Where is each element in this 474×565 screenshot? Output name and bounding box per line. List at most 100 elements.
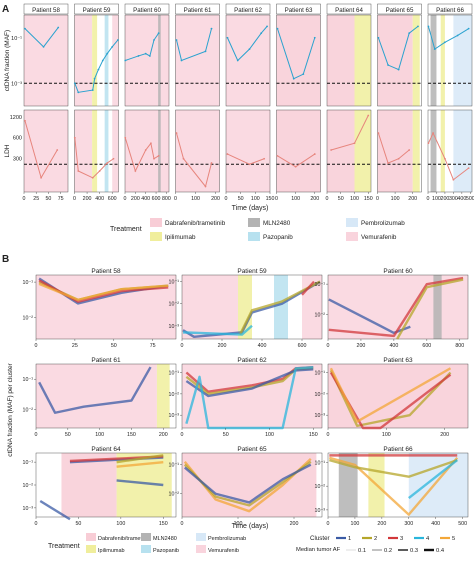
treatment-band [338, 453, 358, 517]
x-tick-label: 100 [382, 432, 391, 438]
treatment-band [433, 275, 442, 339]
ldh-point [112, 157, 115, 160]
treatment-band [354, 110, 371, 192]
panel-frame [225, 109, 271, 193]
ctdna-point [292, 77, 295, 80]
y-tick-label: 10⁻² [23, 483, 34, 489]
ctdna-point [137, 55, 140, 57]
strip-a [74, 3, 119, 15]
cluster-line [39, 499, 71, 521]
ldh-series [377, 132, 410, 164]
y-tick-label: 10⁻² [169, 392, 180, 398]
strip-a [276, 3, 321, 15]
ldh-point [248, 163, 251, 166]
y-tick-label: 300 [13, 157, 22, 163]
x-tick-label: 600 [298, 343, 307, 349]
treatment-band [104, 110, 109, 192]
legend-label: Vemurafenib [208, 548, 239, 554]
ctdna-point [433, 48, 436, 51]
ctdna-point [427, 25, 430, 28]
legend-label: 0.4 [436, 548, 445, 554]
patient-strip-label: Patient 62 [237, 357, 267, 364]
legend-label: Ipilimumab [165, 234, 196, 241]
panel-frame [276, 109, 321, 193]
ctdna-point [153, 39, 155, 41]
ldh-point [204, 185, 207, 188]
cluster-line [116, 454, 164, 464]
cluster-line [238, 280, 321, 336]
y-tick-label: 10⁻² [169, 302, 180, 308]
legend-label: Ipilimumab [98, 548, 125, 554]
x-tick-label: 0 [124, 196, 127, 202]
x-tick-label: 300 [404, 521, 413, 527]
treatment-band [354, 15, 371, 106]
x-tick-label: 150 [364, 196, 373, 202]
ldh-point [313, 153, 316, 155]
ldh-series [124, 137, 159, 173]
patient-strip-label: Patient 66 [383, 446, 413, 453]
ldh-point [444, 157, 446, 160]
ctdna-point [57, 26, 60, 29]
y-tick-label: 10⁻³ [169, 324, 180, 330]
patient-strip-label: Patient 59 [237, 268, 267, 275]
ldh-point [175, 132, 178, 134]
x-tick-label: 0 [225, 196, 228, 202]
patient-strip-label: Patient 59 [83, 7, 111, 14]
x-tick-label: 800 [455, 343, 464, 349]
treatment-band [112, 15, 119, 106]
cluster-line [329, 367, 452, 423]
x-tick-label: 100 [234, 521, 243, 527]
ldh-series [176, 132, 212, 188]
strip-a [427, 3, 473, 15]
panel-frame [225, 14, 271, 107]
cluster-line [182, 324, 253, 336]
x-tick-label: 0 [181, 521, 184, 527]
x-tick-label: 100 [265, 432, 274, 438]
x-tick-label: 500 [466, 196, 474, 202]
treatment-band [74, 15, 93, 106]
ctdna-point [467, 27, 470, 30]
legend-swatch [196, 545, 206, 553]
x-tick-label: 150 [266, 196, 275, 202]
x-tick-label: 25 [72, 343, 78, 349]
treatment-band [36, 275, 176, 339]
panel-frame [377, 14, 422, 107]
legend-label: Pembrolizumab [208, 536, 246, 542]
x-tick-label: 75 [58, 196, 64, 202]
x-tick-label: 0 [35, 343, 38, 349]
x-tick-label: 200 [83, 196, 92, 202]
treatment-band [430, 110, 437, 192]
cluster-line [184, 463, 312, 504]
cluster-line [116, 479, 164, 487]
ldh-point [276, 154, 279, 157]
x-tick-label: 50 [223, 432, 229, 438]
ldh-point [77, 170, 80, 172]
patient-strip-label: Patient 65 [386, 7, 414, 14]
panel-frame [23, 14, 69, 107]
legend-label: 5 [452, 536, 455, 542]
ctdna-point [73, 82, 76, 85]
y-tick-label: 10⁻² [315, 484, 326, 490]
ctdna-point [377, 36, 380, 39]
treatment-band [274, 275, 288, 339]
x-tick-label: 400 [389, 343, 398, 349]
x-tick-label: 200 [377, 521, 386, 527]
ctdna-point [97, 68, 100, 71]
x-tick-label: 200 [310, 196, 319, 202]
patient-strip-label: Patient 61 [184, 7, 212, 14]
x-tick-label: 600 [152, 196, 161, 202]
legend-label: MLN2480 [153, 536, 177, 542]
x-tick-label: 500 [458, 521, 467, 527]
x-tick-label: 100 [251, 196, 260, 202]
treatment-band [158, 110, 161, 192]
panel-frame [23, 109, 69, 193]
treatment-band [327, 110, 355, 192]
strip-a [326, 3, 372, 15]
x-tick-label: 200 [211, 196, 220, 202]
ldh-point [106, 162, 109, 164]
patient-strip-label: Patient 60 [133, 7, 161, 14]
ldh-point [353, 142, 356, 145]
x-tick-label: 100 [116, 521, 125, 527]
x-tick-label: 400 [258, 343, 267, 349]
treatment-band [226, 15, 270, 106]
